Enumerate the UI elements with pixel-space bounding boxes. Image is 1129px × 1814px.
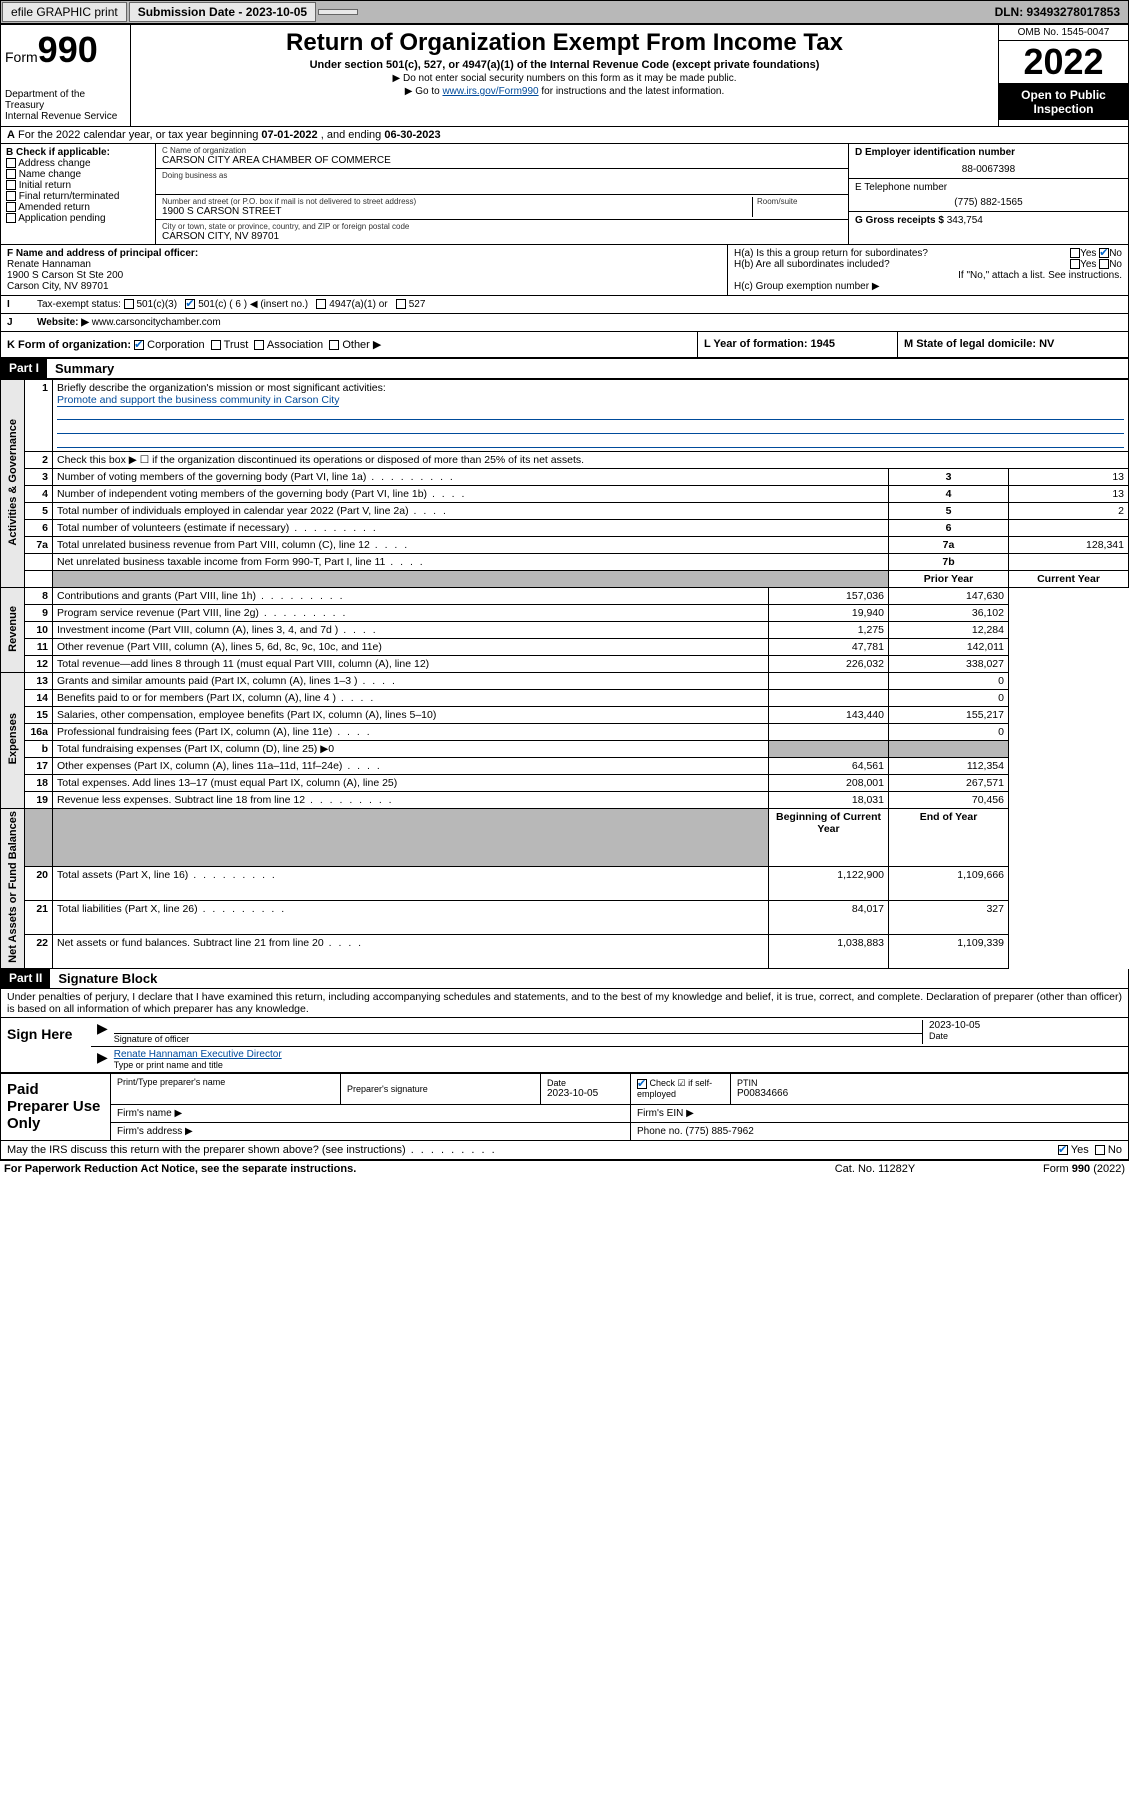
form-label: Form [5,49,38,65]
col-c-org-info: C Name of organization CARSON CITY AREA … [156,144,848,244]
part1-title: Summary [47,359,122,378]
chk-trust[interactable] [211,340,221,350]
row-a-tax-year: A For the 2022 calendar year, or tax yea… [0,127,1129,144]
col-b-checkboxes: B Check if applicable: Address change Na… [1,144,156,244]
chk-address-change[interactable] [6,158,16,168]
row-i-tax-status: I Tax-exempt status: 501(c)(3) 501(c) ( … [0,296,1129,314]
row-j-website: J Website: ▶ www.carsoncitychamber.com [0,314,1129,332]
chk-527[interactable] [396,299,406,309]
discuss-row: May the IRS discuss this return with the… [0,1141,1129,1160]
submission-date: Submission Date - 2023-10-05 [129,2,316,22]
blank-button [318,9,358,15]
form-title: Return of Organization Exempt From Incom… [139,29,990,57]
chk-self-employed[interactable] [637,1079,647,1089]
form-subtitle: Under section 501(c), 527, or 4947(a)(1)… [139,59,990,71]
chk-final-return[interactable] [6,191,16,201]
telephone: (775) 882-1565 [855,197,1122,208]
ein: 88-0067398 [855,164,1122,175]
mission-text: Promote and support the business communi… [57,394,339,407]
row-klm: K Form of organization: Corporation Trus… [0,332,1129,358]
dept-label: Department of the Treasury [5,89,126,111]
irs-label: Internal Revenue Service [5,111,126,122]
chk-corp[interactable] [134,340,144,350]
arrow-icon: ▶ [97,1049,108,1070]
col-de: D Employer identification number 88-0067… [848,144,1128,244]
note-ssn: ▶ Do not enter social security numbers o… [139,73,990,84]
part2-header: Part II [1,969,50,988]
chk-501c[interactable] [185,299,195,309]
page-footer: For Paperwork Reduction Act Notice, see … [0,1160,1129,1177]
chk-discuss-no[interactable] [1095,1145,1105,1155]
chk-hb-no[interactable] [1099,259,1109,269]
row-fh: F Name and address of principal officer:… [0,245,1129,296]
signer-name: Renate Hannaman Executive Director [114,1049,1122,1060]
chk-ha-no[interactable] [1099,248,1109,258]
chk-hb-yes[interactable] [1070,259,1080,269]
part1-header: Part I [1,359,47,378]
paid-preparer-table: Paid Preparer Use Only Print/Type prepar… [0,1073,1129,1141]
org-city: CARSON CITY, NV 89701 [162,231,842,242]
signature-block: Sign Here ▶ Signature of officer 2023-10… [0,1018,1129,1073]
efile-print-button[interactable]: efile GRAPHIC print [2,2,127,22]
chk-amended[interactable] [6,202,16,212]
chk-assoc[interactable] [254,340,264,350]
chk-name-change[interactable] [6,169,16,179]
note-link: ▶ Go to www.irs.gov/Form990 for instruct… [139,86,990,97]
chk-501c3[interactable] [124,299,134,309]
part2-title: Signature Block [50,969,165,988]
chk-4947[interactable] [316,299,326,309]
dln-label: DLN: 93493278017853 [987,3,1128,21]
org-address: 1900 S CARSON STREET [162,206,752,217]
form-header: Form990 Department of the Treasury Inter… [0,24,1129,127]
tax-year: 2022 [999,41,1128,84]
irs-link[interactable]: www.irs.gov/Form990 [442,86,538,97]
top-toolbar: efile GRAPHIC print Submission Date - 20… [0,0,1129,24]
state-domicile: M State of legal domicile: NV [898,332,1128,357]
officer-name: Renate Hannaman [7,259,91,270]
chk-app-pending[interactable] [6,213,16,223]
year-formation: L Year of formation: 1945 [698,332,898,357]
chk-discuss-yes[interactable] [1058,1145,1068,1155]
form-number: 990 [38,29,98,70]
omb-number: OMB No. 1545-0047 [999,25,1128,41]
website: www.carsoncitychamber.com [92,317,221,328]
gross-receipts: 343,754 [947,215,983,226]
org-name: CARSON CITY AREA CHAMBER OF COMMERCE [162,155,842,166]
summary-table: Activities & Governance 1 Briefly descri… [0,379,1129,969]
open-public-badge: Open to Public Inspection [999,84,1128,120]
entity-block: B Check if applicable: Address change Na… [0,144,1129,245]
arrow-icon: ▶ [97,1020,108,1044]
chk-initial-return[interactable] [6,180,16,190]
chk-other[interactable] [329,340,339,350]
perjury-declaration: Under penalties of perjury, I declare th… [0,989,1129,1018]
chk-ha-yes[interactable] [1070,248,1080,258]
